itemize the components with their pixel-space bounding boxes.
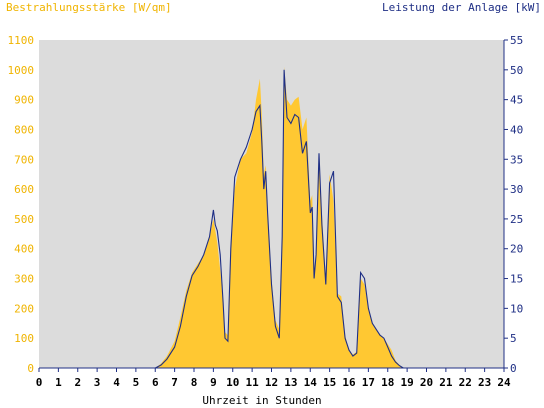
x-tick-label: 6 <box>152 376 159 389</box>
x-tick-label: 14 <box>304 376 318 389</box>
x-tick-label: 15 <box>323 376 336 389</box>
right-axis-title: Leistung der Anlage [kW] <box>382 1 541 14</box>
x-tick-label: 3 <box>94 376 101 389</box>
y-tick-label: 600 <box>14 183 34 196</box>
axis-ticks: 0100200300400500600700800900100011000510… <box>8 34 524 389</box>
irradiance-area <box>39 66 504 369</box>
x-tick-label: 2 <box>74 376 81 389</box>
x-tick-label: 9 <box>210 376 217 389</box>
y2-tick-label: 55 <box>510 34 523 47</box>
y-tick-label: 400 <box>14 243 34 256</box>
x-tick-label: 18 <box>381 376 394 389</box>
x-tick-label: 22 <box>459 376 472 389</box>
x-tick-label: 20 <box>420 376 433 389</box>
x-tick-label: 13 <box>284 376 297 389</box>
x-tick-label: 11 <box>245 376 259 389</box>
left-axis-title: Bestrahlungsstärke [W/qm] <box>6 1 172 14</box>
x-tick-label: 24 <box>497 376 511 389</box>
x-tick-label: 23 <box>478 376 491 389</box>
y2-tick-label: 30 <box>510 183 523 196</box>
y2-tick-label: 25 <box>510 213 523 226</box>
y-tick-label: 100 <box>14 332 34 345</box>
y2-tick-label: 50 <box>510 64 523 77</box>
x-tick-label: 1 <box>55 376 62 389</box>
y-tick-label: 1000 <box>8 64 35 77</box>
x-tick-label: 8 <box>191 376 198 389</box>
y2-tick-label: 15 <box>510 273 523 286</box>
y2-tick-label: 0 <box>510 362 517 375</box>
y-tick-label: 300 <box>14 273 34 286</box>
y2-tick-label: 5 <box>510 332 517 345</box>
x-tick-label: 12 <box>265 376 278 389</box>
x-tick-label: 4 <box>113 376 120 389</box>
x-tick-label: 19 <box>400 376 413 389</box>
y2-tick-label: 35 <box>510 153 523 166</box>
x-tick-label: 17 <box>362 376 375 389</box>
y-tick-label: 0 <box>27 362 34 375</box>
y-tick-label: 500 <box>14 213 34 226</box>
y2-tick-label: 45 <box>510 94 523 107</box>
x-tick-label: 21 <box>439 376 453 389</box>
y2-tick-label: 20 <box>510 243 523 256</box>
power-line <box>39 69 504 369</box>
y2-tick-label: 40 <box>510 124 523 137</box>
y-tick-label: 1100 <box>8 34 35 47</box>
y2-tick-label: 10 <box>510 302 523 315</box>
y-tick-label: 700 <box>14 153 34 166</box>
x-axis-label: Uhrzeit in Stunden <box>202 394 321 407</box>
y-tick-label: 800 <box>14 124 34 137</box>
x-tick-label: 0 <box>36 376 43 389</box>
x-tick-label: 7 <box>171 376 178 389</box>
x-tick-label: 10 <box>226 376 239 389</box>
y-tick-label: 900 <box>14 94 34 107</box>
x-tick-label: 5 <box>133 376 140 389</box>
y-tick-label: 200 <box>14 302 34 315</box>
x-tick-label: 16 <box>342 376 356 389</box>
